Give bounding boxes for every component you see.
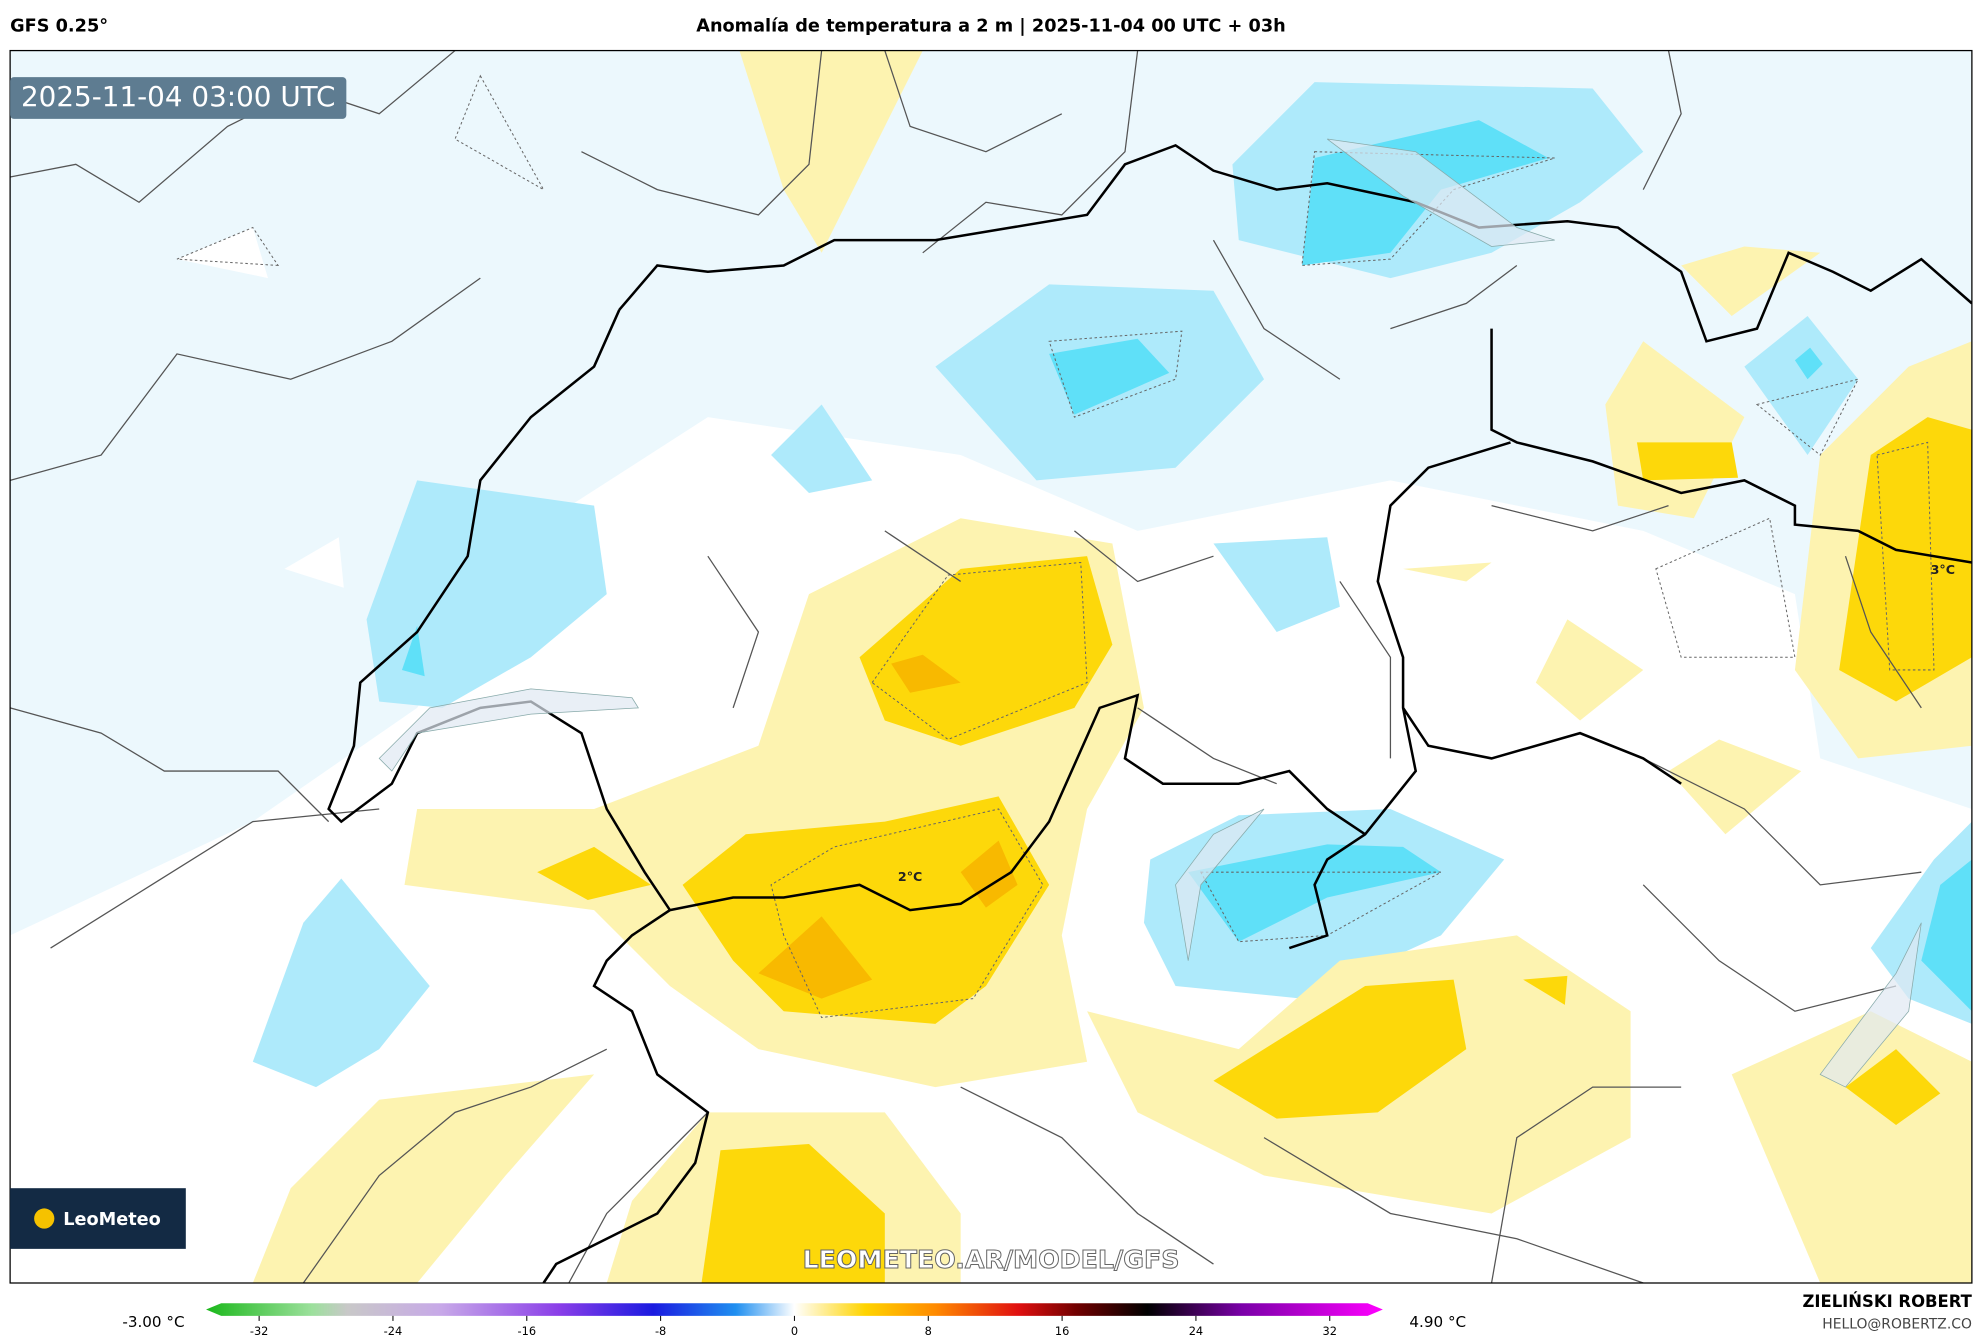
warm-core [701,1143,885,1283]
cold-core [1921,859,1972,1012]
map-frame [9,49,1973,1284]
lake [378,138,1922,1088]
cold-area [366,480,607,708]
map-area: 2°C 3°C [10,50,1972,1283]
colorbar-tick-label: 32 [1323,1324,1337,1338]
cold-area [771,404,873,493]
warm-area [1403,246,1821,835]
cold-area [252,878,430,1088]
time-badge [10,77,347,119]
warm-core [1213,979,1467,1119]
colorbar-ticks: -32 -24 -16 -8 0 8 16 24 32 [250,1315,1337,1338]
cold-area [1744,316,1859,456]
colorbar-tick-label: -16 [518,1324,537,1338]
model-label: GFS 0.25° [10,17,108,37]
logo-sun [34,1208,55,1229]
colorbar-tick-label: 16 [1055,1324,1069,1338]
warm-area [252,1074,595,1283]
warm-peak [758,654,1018,999]
cold-core [1188,844,1441,942]
warm-core [1839,417,1972,702]
cold-core [1049,338,1170,415]
colorbar-tick-label: 8 [925,1324,932,1338]
colorbar-tick-label: -32 [250,1324,269,1338]
colorbar-tick-label: 0 [791,1324,798,1338]
contour-label: 3°C [1931,562,1955,577]
valid-time: 2025-11-04 03:00 UTC [21,80,335,113]
logo-text: LeoMeteo [63,1210,161,1230]
national-border [327,143,1972,1283]
cold-area [1213,537,1340,633]
map-title: Anomalía de temperatura a 2 m | 2025-11-… [696,17,1285,37]
colorbar-tick-label: -8 [655,1324,666,1338]
colorbar-min: -3.00 °C [122,1313,184,1331]
contact: HELLO@ROBERTZ.CO [1822,1317,1972,1333]
contour-label: 2°C [898,869,922,884]
author: ZIELIŃSKI ROBERT [1802,1292,1972,1311]
watermark: LEOMETEO.AR/MODEL/GFS [803,1245,1180,1274]
neutral-area [176,227,344,588]
region-border [10,50,1922,1283]
colorbar-tick-label: 24 [1189,1324,1203,1338]
colorbar-max: 4.90 °C [1409,1313,1466,1331]
colorbar-tick-label: -24 [384,1324,403,1338]
warm-area [739,50,923,253]
colorbar [206,1303,1383,1316]
